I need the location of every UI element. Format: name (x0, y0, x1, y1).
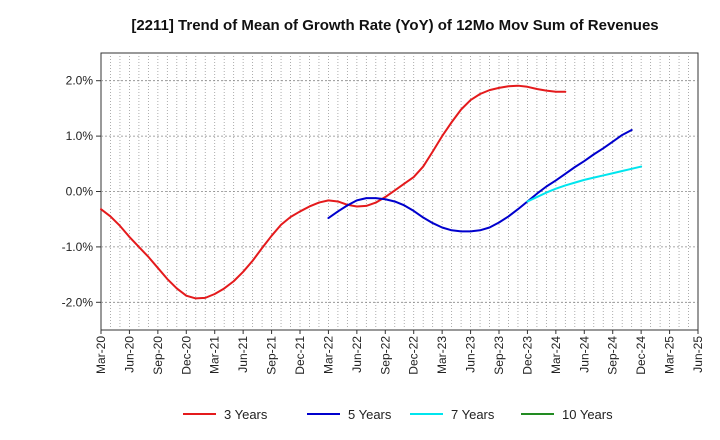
series-line-7-years (526, 165, 643, 203)
x-tick-label: Jun-25 (691, 336, 705, 373)
x-tick-label: Sep-21 (265, 336, 279, 375)
legend-label: 7 Years (451, 407, 495, 422)
x-tick-label: Sep-22 (378, 336, 392, 375)
legend: 3 Years 5 Years 7 Years 10 Years (183, 407, 613, 422)
x-tick-label: Sep-20 (151, 336, 165, 375)
y-tick-label: 0.0% (66, 185, 94, 199)
legend-label: 3 Years (224, 407, 268, 422)
y-tick-label: 1.0% (66, 129, 94, 143)
x-tick-label: Sep-24 (606, 336, 620, 375)
x-tick-label: Dec-24 (634, 336, 648, 375)
x-tick-label: Sep-23 (492, 336, 506, 375)
y-tick-label: -2.0% (62, 295, 94, 309)
horizontal-gridlines (101, 80, 698, 303)
x-tick-label: Jun-20 (122, 336, 136, 373)
x-tick-label: Dec-22 (407, 336, 421, 375)
series-line-3-years (100, 84, 567, 300)
x-tick-label: Mar-24 (549, 336, 563, 374)
chart-title: [2211] Trend of Mean of Growth Rate (YoY… (131, 17, 658, 34)
x-tick-label: Jun-21 (236, 336, 250, 373)
series-lines (100, 84, 643, 300)
y-axis-ticks: 2.0% 1.0% 0.0% -1.0% -2.0% (62, 74, 101, 309)
x-tick-label: Mar-23 (435, 336, 449, 374)
legend-label: 5 Years (348, 407, 392, 422)
legend-label: 10 Years (562, 407, 613, 422)
x-tick-label: Mar-22 (321, 336, 335, 374)
x-tick-label: Mar-21 (208, 336, 222, 374)
y-tick-label: 2.0% (66, 74, 94, 88)
y-tick-label: -1.0% (62, 240, 94, 254)
x-tick-label: Jun-22 (350, 336, 364, 373)
plot-area (100, 52, 699, 331)
x-axis-ticks: Mar-20 Jun-20 Sep-20 Dec-20 Mar-21 Jun-21 Sep-… (94, 330, 705, 375)
x-tick-label: Mar-25 (663, 336, 677, 374)
x-tick-label: Jun-24 (577, 336, 591, 373)
series-line-5-years (327, 129, 633, 233)
x-tick-label: Dec-23 (520, 336, 534, 375)
x-tick-label: Mar-20 (94, 336, 108, 374)
x-tick-label: Dec-21 (293, 336, 307, 375)
x-tick-label: Jun-23 (464, 336, 478, 373)
x-tick-label: Dec-20 (179, 336, 193, 375)
